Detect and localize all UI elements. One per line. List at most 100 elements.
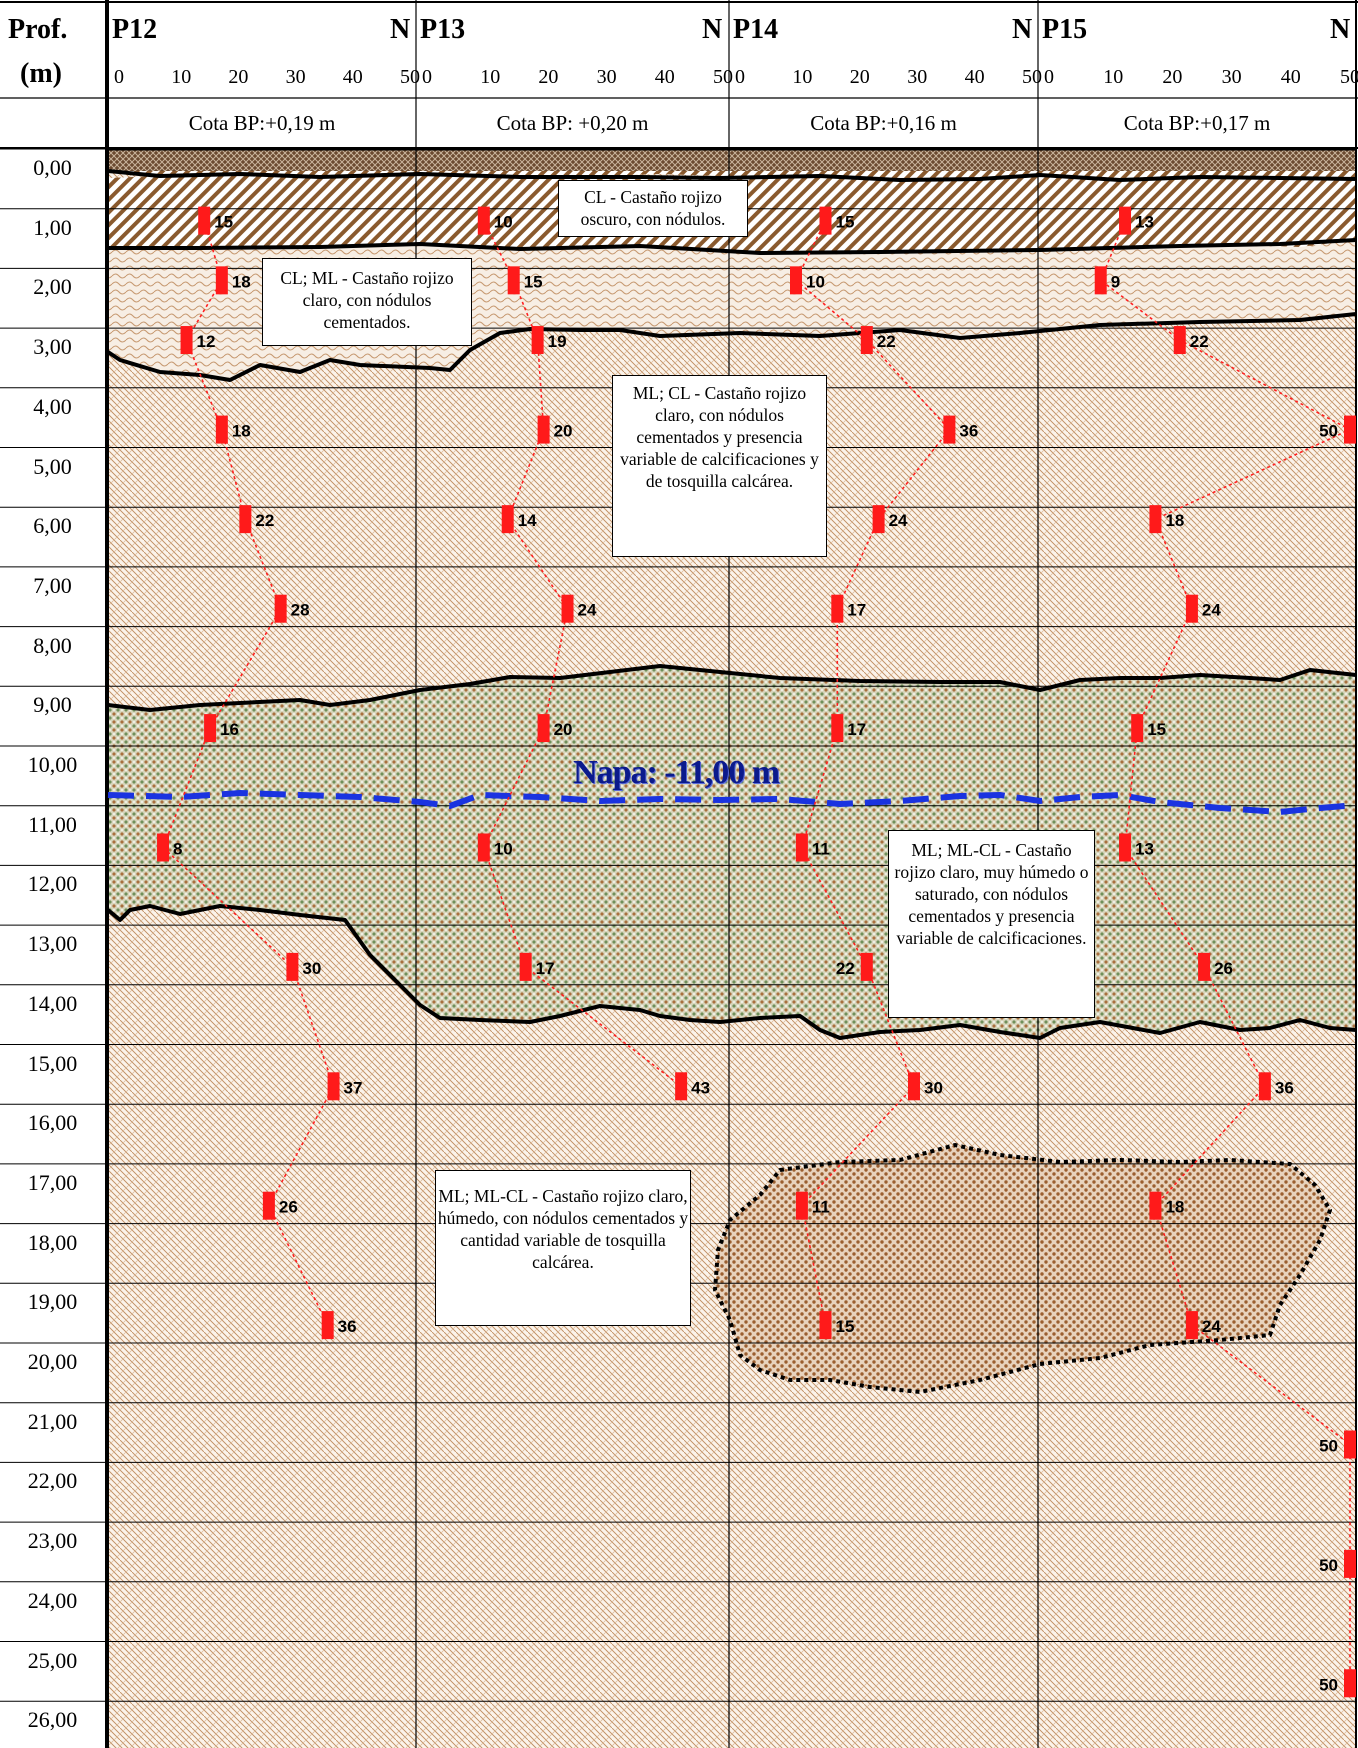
- spt-bar: [819, 1311, 832, 1340]
- north-mark: N: [390, 14, 411, 45]
- spt-value-label: 18: [232, 272, 251, 291]
- spt-bar: [1198, 952, 1211, 981]
- scale-tick-label: 0: [735, 66, 745, 88]
- spt-bar: [1344, 1549, 1356, 1578]
- spt-value-label: 17: [847, 720, 866, 739]
- scale-tick-label: 0: [1044, 66, 1054, 88]
- boundary-4: [106, 904, 1357, 1040]
- spt-bar: [790, 266, 802, 295]
- spt-value-label: 12: [197, 332, 216, 351]
- spt-bar: [1131, 714, 1144, 743]
- depth-label: 24,00: [27, 1587, 78, 1613]
- spt-value-label: 18: [1165, 1198, 1184, 1217]
- depth-label: 6,00: [33, 513, 72, 539]
- scale-tick-label: 30: [1221, 66, 1242, 88]
- depth-label: 1,00: [33, 214, 72, 240]
- scale-tick-label: 50: [1340, 66, 1358, 88]
- spt-value-label: 24: [1202, 1317, 1221, 1336]
- spt-bar: [215, 415, 228, 444]
- spt-bar: [157, 833, 170, 862]
- spt-value-label: 15: [524, 272, 543, 291]
- spt-bar: [795, 833, 808, 862]
- spt-bar: [1119, 833, 1132, 862]
- depth-label: 13,00: [27, 931, 78, 957]
- spt-value-label: 11: [812, 839, 830, 858]
- spt-value-label: 15: [214, 213, 233, 232]
- spt-bar: [321, 1311, 334, 1340]
- spt-value-label: 26: [1214, 959, 1233, 978]
- scale-tick-label: 40: [964, 66, 985, 88]
- depth-label: 19,00: [27, 1289, 78, 1315]
- spt-bar: [1344, 1669, 1356, 1698]
- spt-trace: [795, 220, 951, 1326]
- borehole-title: P15: [1042, 14, 1088, 45]
- spt-bar: [831, 594, 844, 623]
- spt-value-label: 8: [173, 839, 182, 858]
- cota-label: Cota BP:+0,19 m: [188, 111, 336, 135]
- depth-label: 23,00: [27, 1528, 78, 1554]
- lens-boundary: [713, 1143, 1332, 1394]
- scale-tick-label: 40: [654, 66, 675, 88]
- spt-bar: [675, 1072, 688, 1101]
- cota-label: Cota BP:+0,16 m: [810, 111, 957, 135]
- north-mark: N: [1012, 14, 1033, 45]
- spt-value-label: 24: [1202, 601, 1221, 620]
- spt-value-label: 36: [959, 422, 978, 441]
- boundary-3: [107, 664, 1357, 712]
- water-table-label: Napa: -11,00 m: [573, 754, 780, 791]
- spt-value-label: 10: [494, 839, 513, 858]
- spt-value-label: 20: [554, 422, 573, 441]
- spt-value-label: 24: [578, 601, 597, 620]
- cota-label: Cota BP: +0,20 m: [496, 111, 649, 135]
- spt-bar: [262, 1191, 275, 1220]
- cota-label: Cota BP:+0,17 m: [1123, 111, 1271, 135]
- spt-value-label: 20: [554, 720, 573, 739]
- spt-bar: [477, 833, 490, 862]
- spt-bar: [561, 594, 574, 623]
- depth-title-line2: (m): [20, 58, 62, 89]
- spt-bar: [860, 326, 873, 355]
- scale-tick-label: 0: [422, 66, 432, 88]
- spt-bar: [531, 326, 544, 355]
- spt-bar: [501, 505, 514, 534]
- scale-tick-label: 20: [538, 66, 559, 88]
- note-cl-dark: CL - Castaño rojizo oscuro, con nódulos.: [558, 180, 748, 237]
- note-ml-cl: ML; CL - Castaño rojizo claro, con nódul…: [612, 375, 827, 557]
- depth-label: 5,00: [33, 453, 72, 479]
- depth-label: 9,00: [33, 692, 72, 718]
- spt-layer: 15 18 12 18 22 28 16 8 30 37 26 36 10 15 19 20 14 24 20 10 1…: [157, 206, 1356, 1698]
- spt-value-label: 37: [344, 1078, 363, 1097]
- borehole-title: P14: [733, 14, 779, 45]
- scale-tick-label: 40: [1280, 66, 1301, 88]
- scale-tick-label: 20: [1162, 66, 1183, 88]
- spt-value-label: 18: [1165, 511, 1184, 530]
- spt-value-label: 43: [691, 1078, 710, 1097]
- spt-value-label: 50: [1319, 1675, 1338, 1694]
- note-ml-mlcl-humid: ML; ML-CL - Castaño rojizo claro, húmedo…: [435, 1170, 691, 1326]
- scale-tick-label: 50: [1022, 66, 1042, 88]
- spt-value-label: 22: [836, 959, 855, 978]
- spt-value-label: 28: [291, 601, 310, 620]
- spt-bar: [1173, 326, 1186, 355]
- boundary-1: [108, 238, 1357, 255]
- depth-label: 14,00: [27, 990, 78, 1016]
- depth-title-line1: Prof.: [8, 14, 68, 45]
- spt-bar: [519, 952, 532, 981]
- spt-value-label: 15: [1147, 720, 1166, 739]
- spt-bar: [204, 714, 217, 743]
- spt-bar: [943, 415, 956, 444]
- spt-bar: [477, 206, 490, 235]
- spt-value-label: 15: [836, 213, 855, 232]
- spt-value-label: 15: [836, 1317, 855, 1336]
- spt-value-label: 14: [518, 511, 537, 530]
- scale-tick-label: 30: [907, 66, 928, 88]
- spt-value-label: 10: [494, 213, 513, 232]
- scale-tick-label: 10: [1103, 66, 1124, 88]
- depth-label: 17,00: [27, 1169, 78, 1195]
- spt-bar: [286, 952, 299, 981]
- scale-tick-label: 30: [285, 66, 306, 88]
- spt-value-label: 22: [877, 332, 896, 351]
- spt-trace: [482, 220, 682, 1087]
